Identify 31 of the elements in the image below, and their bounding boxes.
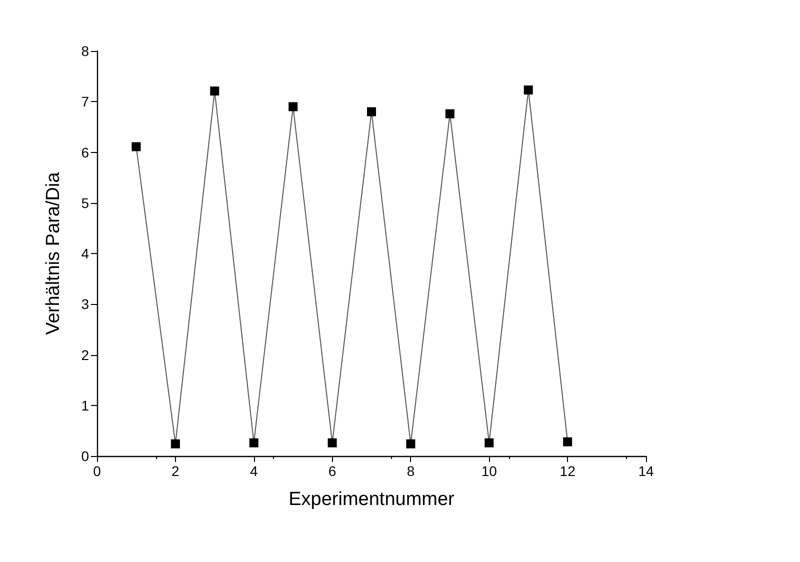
- y-tick-label: 7: [81, 94, 90, 110]
- x-tick-label: 0: [93, 463, 102, 479]
- point: [445, 109, 454, 118]
- y-tick-label: 6: [81, 144, 90, 160]
- point: [484, 438, 494, 448]
- x-tick-label: 4: [250, 463, 258, 479]
- x-tick-label: 10: [481, 463, 498, 479]
- point: [210, 86, 220, 96]
- point: [132, 142, 141, 152]
- x-tick-label: 8: [406, 463, 415, 479]
- y-tick-label: 0: [81, 448, 90, 464]
- x-tick-label: 6: [328, 463, 336, 479]
- y-tick-label: 2: [81, 346, 90, 363]
- y-tick-label: 5: [81, 194, 90, 211]
- point: [328, 438, 337, 448]
- y-axis-title: Verhältnis Para/Dia: [43, 172, 64, 335]
- point: [249, 438, 258, 448]
- point: [563, 437, 572, 446]
- y-tick-label: 8: [81, 43, 90, 59]
- point: [288, 102, 298, 112]
- point: [524, 85, 533, 94]
- y-tick-label: 1: [81, 397, 90, 414]
- x-tick-label: 12: [560, 463, 576, 479]
- x-tick-label: 2: [172, 463, 180, 479]
- x-axis-title: Experimentnummer: [288, 489, 456, 510]
- point: [406, 439, 416, 448]
- point: [170, 439, 180, 448]
- point: [367, 107, 376, 116]
- x-tick-label: 14: [638, 463, 654, 479]
- y-tick-label: 3: [81, 296, 90, 312]
- y-tick-label: 4: [81, 246, 90, 262]
